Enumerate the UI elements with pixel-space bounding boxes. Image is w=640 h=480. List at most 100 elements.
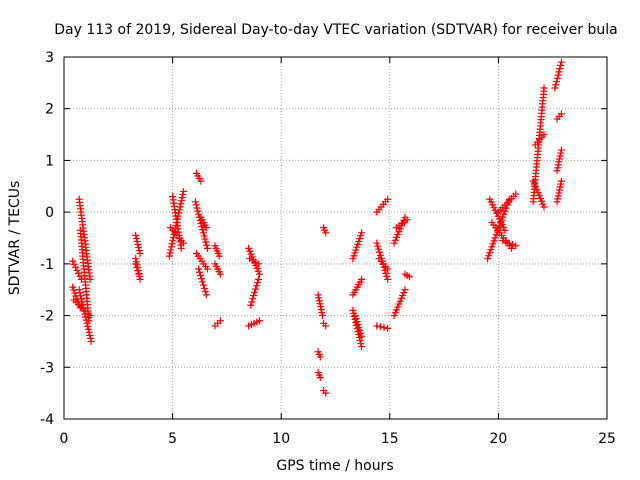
- data-point: [373, 322, 381, 330]
- data-point: [84, 325, 92, 333]
- plot-frame: [63, 56, 608, 420]
- data-point: [375, 248, 383, 256]
- data-point: [554, 164, 562, 172]
- data-point: [202, 224, 210, 232]
- data-point: [358, 343, 366, 351]
- data-point: [557, 61, 565, 69]
- data-point: [487, 246, 495, 254]
- x-tick-label: 15: [381, 431, 399, 447]
- data-point: [84, 322, 92, 330]
- data-point: [251, 288, 259, 296]
- data-point: [135, 243, 143, 251]
- data-point: [553, 198, 561, 206]
- data-point: [505, 239, 513, 247]
- data-point: [356, 326, 364, 334]
- data-point: [488, 243, 496, 251]
- data-point: [166, 249, 174, 257]
- data-point: [255, 317, 263, 325]
- data-point: [355, 323, 363, 331]
- data-point: [502, 238, 510, 246]
- data-point: [135, 246, 143, 254]
- y-tick-label: 3: [45, 50, 54, 66]
- data-point: [382, 269, 390, 277]
- data-point: [85, 317, 93, 325]
- data-point: [322, 229, 330, 237]
- data-point: [358, 332, 366, 340]
- y-tick-label: -4: [40, 412, 54, 428]
- data-point: [353, 317, 361, 325]
- data-point: [315, 294, 323, 302]
- data-point: [167, 246, 175, 254]
- data-point: [380, 263, 388, 271]
- data-point: [179, 187, 187, 195]
- data-point: [193, 204, 201, 212]
- data-point: [556, 65, 564, 73]
- data-point: [507, 244, 515, 252]
- data-point: [132, 231, 140, 239]
- data-point: [197, 177, 205, 185]
- data-point: [318, 309, 326, 317]
- data-point: [557, 177, 565, 185]
- data-point: [555, 158, 563, 166]
- data-point: [252, 285, 260, 293]
- data-point: [489, 240, 497, 248]
- x-tick-label: 5: [168, 431, 177, 447]
- data-point: [316, 300, 324, 308]
- data-point: [179, 191, 187, 199]
- x-tick-label: 25: [598, 431, 616, 447]
- data-point: [554, 71, 562, 79]
- data-point: [358, 229, 366, 237]
- data-point: [198, 223, 206, 231]
- data-point: [504, 198, 512, 206]
- data-point: [85, 328, 93, 336]
- data-point: [318, 312, 326, 320]
- data-points: [69, 58, 565, 397]
- data-point: [501, 226, 509, 234]
- data-point: [203, 265, 211, 273]
- data-point: [557, 58, 565, 66]
- data-point: [255, 270, 263, 278]
- data-point: [551, 84, 559, 92]
- data-point: [499, 237, 507, 245]
- data-point: [556, 183, 564, 191]
- y-tick-label: -3: [40, 360, 54, 376]
- data-point: [373, 239, 381, 247]
- data-point: [376, 323, 384, 331]
- data-point: [216, 317, 224, 325]
- data-point: [384, 275, 392, 283]
- data-point: [192, 201, 200, 209]
- data-point: [75, 286, 83, 294]
- chart-title: Day 113 of 2019, Sidereal Day-to-day VTE…: [54, 22, 617, 38]
- data-point: [191, 198, 199, 206]
- data-point: [73, 266, 81, 274]
- x-tick-label: 20: [489, 431, 507, 447]
- data-point: [352, 315, 360, 323]
- data-point: [556, 155, 564, 163]
- data-point: [315, 297, 323, 305]
- data-point: [491, 234, 499, 242]
- data-point: [357, 329, 365, 337]
- data-point: [177, 200, 185, 208]
- data-point: [198, 275, 206, 283]
- data-point: [198, 278, 206, 286]
- data-point: [199, 226, 207, 234]
- data-point: [358, 275, 366, 283]
- data-point: [553, 78, 561, 86]
- y-tick-label: -1: [40, 257, 54, 273]
- data-point: [384, 265, 392, 273]
- data-point: [177, 197, 185, 205]
- data-point: [557, 146, 565, 154]
- data-point: [132, 234, 140, 242]
- data-point: [540, 84, 548, 92]
- data-point: [254, 275, 262, 283]
- x-tick-label: 0: [60, 431, 69, 447]
- data-point: [248, 298, 256, 306]
- data-point: [553, 167, 561, 175]
- data-point: [168, 240, 176, 248]
- data-point: [316, 374, 324, 382]
- data-point: [200, 284, 208, 292]
- y-tick-label: 2: [45, 102, 54, 118]
- data-point: [486, 249, 494, 257]
- data-point: [195, 265, 203, 273]
